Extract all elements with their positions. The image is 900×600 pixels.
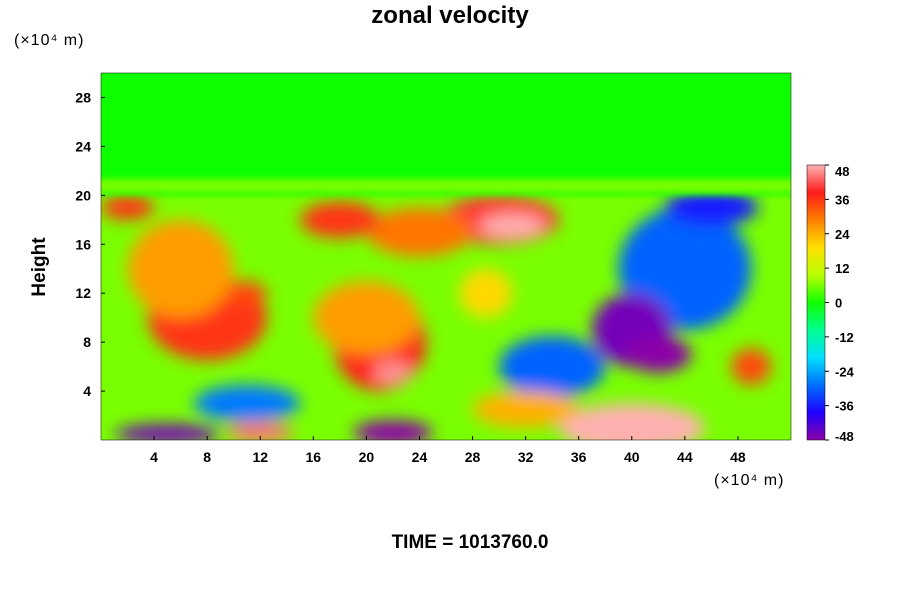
upper-layer-band (101, 73, 791, 196)
colorbar-tick-label: 48 (835, 164, 849, 179)
field-feature (127, 219, 234, 318)
field-feature (227, 280, 267, 306)
field-feature (479, 213, 546, 239)
x-tick-label: 40 (624, 449, 640, 465)
x-tick-label: 24 (412, 449, 428, 465)
field-feature (300, 201, 380, 239)
colorbar-tick-label: -48 (835, 429, 854, 444)
x-tick-label: 44 (677, 449, 693, 465)
field-feature (625, 336, 692, 373)
x-tick-label: 48 (730, 449, 746, 465)
y-axis: 4 8 12 16 20 24 28 (75, 89, 105, 399)
field-feature (101, 195, 155, 220)
colorbar-tick-label: -36 (835, 399, 854, 414)
x-axis-unit: (×10⁴ m) (714, 472, 785, 489)
field-feature (373, 360, 413, 385)
colorbar-tick-label: -24 (835, 364, 855, 379)
x-tick-label: 20 (359, 449, 375, 465)
field-feature (114, 424, 221, 440)
y-tick-label: 4 (83, 383, 91, 399)
x-tick-label: 4 (150, 449, 158, 465)
field-feature (366, 207, 473, 257)
y-tick-label: 16 (75, 236, 91, 252)
x-tick-label: 32 (518, 449, 534, 465)
field-blobs (101, 189, 772, 440)
y-tick-label: 12 (75, 285, 91, 301)
x-tick-label: 16 (306, 449, 322, 465)
field-feature (193, 384, 301, 422)
plot-area (101, 73, 791, 440)
x-axis: 4 8 12 16 20 24 28 32 36 40 44 48 (150, 436, 746, 465)
colorbar-tick-label: 36 (835, 192, 849, 207)
upper-layer (101, 73, 791, 196)
y-tick-label: 28 (75, 89, 91, 105)
field-feature (499, 336, 606, 398)
upper-layer-stripe (101, 180, 791, 191)
time-label: TIME = 1013760.0 (391, 532, 549, 553)
x-tick-label: 12 (252, 449, 268, 465)
y-tick-label: 8 (83, 334, 91, 350)
x-tick-label: 36 (571, 449, 587, 465)
field-feature (472, 391, 579, 428)
colorbar-tick-label: 24 (835, 227, 850, 242)
field-feature (227, 422, 294, 440)
field-feature (664, 189, 758, 226)
field-feature (558, 403, 705, 440)
colorbar (806, 164, 826, 441)
x-tick-label: 8 (203, 449, 211, 465)
plot-frame (100, 72, 792, 441)
y-tick-label: 20 (75, 187, 91, 203)
x-tick-label: 28 (465, 449, 481, 465)
colorbar-tick-label: 12 (835, 261, 849, 276)
chart-title: zonal velocity (371, 2, 529, 29)
field-feature (353, 420, 433, 440)
field-feature (313, 280, 420, 355)
colorbar-ticks: 48 36 24 12 0 -12 -24 -36 -48 (825, 164, 855, 444)
colorbar-tick-label: 0 (835, 296, 842, 311)
field-feature (731, 348, 772, 385)
colorbar-tick-label: -12 (835, 330, 854, 345)
y-axis-unit: (×10⁴ m) (14, 32, 85, 49)
y-tick-label: 24 (75, 138, 91, 154)
field-feature (459, 268, 513, 318)
